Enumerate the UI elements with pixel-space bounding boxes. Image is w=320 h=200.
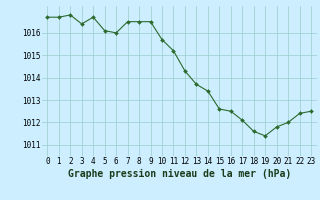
X-axis label: Graphe pression niveau de la mer (hPa): Graphe pression niveau de la mer (hPa) xyxy=(68,169,291,179)
